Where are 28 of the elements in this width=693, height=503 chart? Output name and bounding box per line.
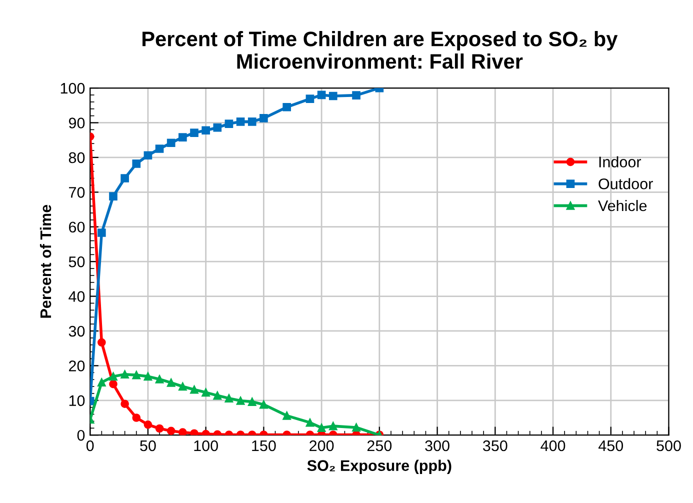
x-tick-label: 250 — [367, 440, 392, 452]
y-tick-label: 90 — [68, 118, 85, 128]
y-tick-label: 40 — [68, 291, 85, 302]
x-tick-label: 450 — [598, 440, 624, 452]
y-tick-label: 30 — [68, 326, 85, 337]
y-tick-label: 80 — [68, 152, 85, 164]
legend-label: Outdoor — [598, 178, 653, 190]
y-tick-label: 0 — [77, 430, 85, 441]
x-tick-label: 50 — [140, 440, 156, 452]
x-tick-label: 400 — [540, 440, 566, 452]
x-tick-label: 200 — [310, 440, 334, 452]
y-tick-label: 60 — [69, 222, 85, 233]
y-tick-label: 100 — [60, 82, 85, 94]
x-tick-label: 300 — [425, 440, 450, 452]
legend-label: Indoor — [599, 156, 642, 168]
y-tick-label: 50 — [68, 256, 85, 268]
y-tick-label: 20 — [69, 360, 85, 372]
y-tick-label: 70 — [69, 187, 85, 198]
y-axis-title: Percent of Time — [40, 204, 52, 318]
x-tick-label: 0 — [86, 440, 94, 452]
x-tick-label: 100 — [194, 440, 218, 452]
x-tick-label: 350 — [482, 440, 508, 452]
legend-label: Vehicle — [598, 200, 647, 212]
x-axis-title: SO₂ Exposure (ppb) — [307, 460, 452, 474]
chart-title: Percent of Time Children are Exposed to SO₂ by Microenvironment: Fall River — [142, 31, 618, 69]
x-tick-label: 150 — [252, 440, 276, 452]
y-tick-label: 10 — [69, 395, 85, 406]
x-tick-label: 500 — [656, 440, 681, 452]
